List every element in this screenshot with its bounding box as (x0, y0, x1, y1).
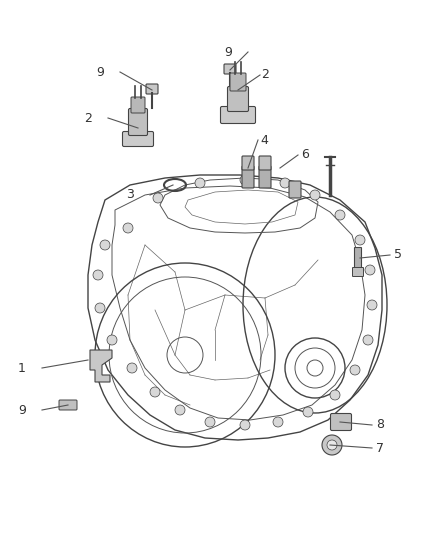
Text: 9: 9 (18, 403, 26, 416)
FancyBboxPatch shape (230, 73, 246, 91)
Text: 1: 1 (18, 361, 26, 375)
Text: 2: 2 (84, 111, 92, 125)
FancyBboxPatch shape (224, 64, 236, 74)
FancyBboxPatch shape (123, 132, 153, 147)
Polygon shape (90, 350, 112, 382)
Circle shape (95, 303, 105, 313)
FancyBboxPatch shape (59, 400, 77, 410)
Circle shape (355, 235, 365, 245)
Circle shape (93, 270, 103, 280)
Text: 7: 7 (376, 441, 384, 455)
Circle shape (205, 417, 215, 427)
Circle shape (240, 420, 250, 430)
Circle shape (195, 178, 205, 188)
Text: 2: 2 (261, 69, 269, 82)
Circle shape (365, 265, 375, 275)
FancyBboxPatch shape (354, 247, 361, 269)
Circle shape (280, 178, 290, 188)
Text: 3: 3 (126, 189, 134, 201)
FancyBboxPatch shape (259, 166, 271, 188)
FancyBboxPatch shape (220, 107, 255, 124)
FancyBboxPatch shape (331, 414, 352, 431)
FancyBboxPatch shape (242, 156, 254, 170)
Circle shape (273, 417, 283, 427)
FancyBboxPatch shape (242, 166, 254, 188)
Circle shape (127, 363, 137, 373)
FancyBboxPatch shape (146, 84, 158, 94)
Circle shape (123, 223, 133, 233)
FancyBboxPatch shape (128, 109, 148, 135)
Circle shape (367, 300, 377, 310)
Circle shape (150, 387, 160, 397)
Circle shape (327, 440, 337, 450)
Text: 5: 5 (394, 248, 402, 262)
Text: 6: 6 (301, 149, 309, 161)
FancyBboxPatch shape (353, 268, 364, 277)
Text: 9: 9 (224, 45, 232, 59)
FancyBboxPatch shape (289, 181, 301, 198)
FancyBboxPatch shape (227, 86, 248, 111)
Circle shape (322, 435, 342, 455)
FancyBboxPatch shape (131, 97, 145, 113)
Circle shape (335, 210, 345, 220)
Text: 4: 4 (260, 133, 268, 147)
FancyBboxPatch shape (259, 156, 271, 170)
Circle shape (350, 365, 360, 375)
Circle shape (153, 193, 163, 203)
Circle shape (363, 335, 373, 345)
Text: 8: 8 (376, 418, 384, 432)
Circle shape (310, 190, 320, 200)
Circle shape (303, 407, 313, 417)
Circle shape (330, 390, 340, 400)
Text: 9: 9 (96, 66, 104, 78)
Circle shape (107, 335, 117, 345)
Circle shape (100, 240, 110, 250)
Circle shape (240, 175, 250, 185)
Circle shape (175, 405, 185, 415)
